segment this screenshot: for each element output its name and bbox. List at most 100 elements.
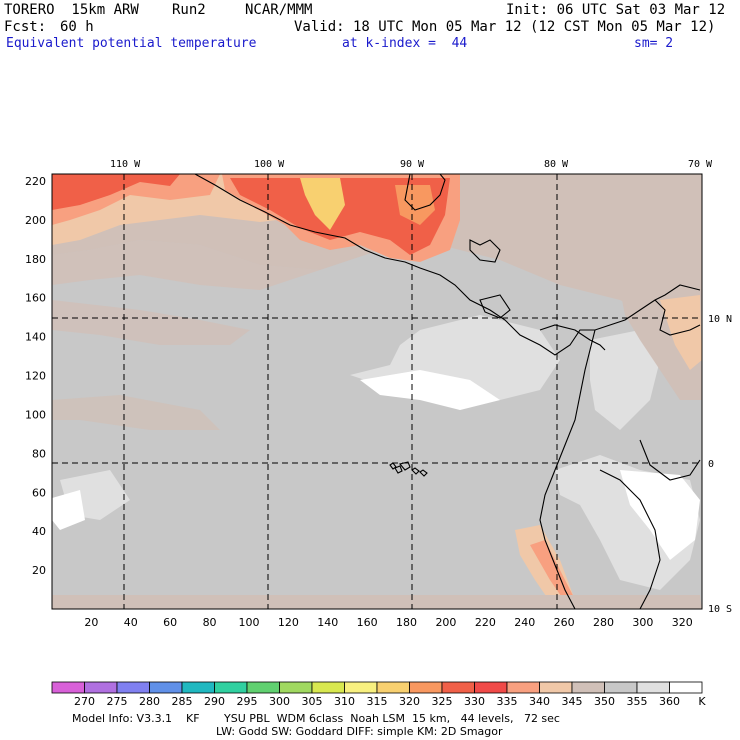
colorbar-swatch [149,681,183,694]
model-info: Model Info: V3.3.1 KF YSU PBL WDM 6class… [72,712,560,725]
physics-info: LW: Godd SW: Goddard DIFF: simple KM: 2D… [216,725,503,738]
colorbar-value: 325 [432,695,453,708]
lon-label: 70 W [688,159,713,170]
colorbar-swatch [51,681,85,694]
lat-label: 0 [708,459,714,470]
coast-central-america [194,174,701,356]
colorbar-swatch [279,681,313,694]
colorbar-value: 295 [237,695,258,708]
colorbar [51,681,703,694]
colorbar-swatch [84,681,118,694]
colorbar-value: 285 [172,695,193,708]
x-grid-ticks: 20 40 60 80 100 120 140 160 180 200 220 240 260 280 30… [84,616,692,629]
coastlines [194,174,701,609]
x-tick-label: 280 [593,616,614,629]
colorbar-value: 345 [562,695,583,708]
colorbar-swatch [571,681,605,694]
field-330 [52,174,180,210]
y-tick-label: 220 [25,175,46,188]
y-tick-label: 80 [32,447,46,460]
lon-label: 100 W [254,159,285,170]
colorbar-swatch [311,681,345,694]
colorbar-swatch [506,681,540,694]
y-tick-label: 100 [25,408,46,421]
y-tick-label: 160 [25,292,46,305]
colorbar-value: 305 [302,695,323,708]
colorbar-value: 350 [594,695,615,708]
x-tick-label: 120 [278,616,299,629]
level-label: at k-index = 44 [342,36,468,51]
y-tick-label: 200 [25,214,46,227]
colorbar-swatch [474,681,508,694]
colorbar-swatch [376,681,410,694]
colorbar-value: 280 [139,695,160,708]
colorbar-value: 335 [497,695,518,708]
valid-time: Valid: 18 UTC Mon 05 Mar 12 (12 CST Mon … [294,19,716,35]
x-tick-label: 260 [554,616,575,629]
theta-e-field [52,174,702,609]
coast-south-america [539,329,596,609]
map-frame [51,173,703,610]
lon-label: 80 W [544,159,569,170]
y-grid-ticks: 20 40 60 80 100 120 140 160 180 200 220 [25,175,46,577]
lat-label: 10 S [708,604,732,615]
colorbar-value: 360 [659,695,680,708]
x-tick-label: 100 [238,616,259,629]
colorbar-value: 355 [627,695,648,708]
colorbar-swatch [344,681,378,694]
colorbar-value: 275 [107,695,128,708]
colorbar-swatch [441,681,475,694]
colorbar-swatch [246,681,280,694]
x-tick-label: 80 [203,616,217,629]
x-tick-label: 300 [632,616,653,629]
colorbar-value: 320 [399,695,420,708]
y-tick-label: 20 [32,564,46,577]
latitude-labels: 10 N 0 10 S [708,314,732,615]
x-tick-label: 200 [435,616,456,629]
y-tick-label: 120 [25,370,46,383]
field-name: Equivalent potential temperature [6,36,257,51]
colorbar-swatch [669,681,703,694]
colorbar-swatch [214,681,248,694]
run-label: Run2 [172,2,206,18]
init-time: Init: 06 UTC Sat 03 Mar 12 [506,2,726,18]
x-tick-label: 20 [84,616,98,629]
x-tick-label: 60 [163,616,177,629]
colorbar-value: 310 [334,695,355,708]
colorbar-swatch [539,681,573,694]
x-tick-label: 320 [672,616,693,629]
forecast-label: Fcst: [4,19,47,35]
y-tick-label: 60 [32,486,46,499]
y-tick-label: 40 [32,525,46,538]
x-tick-label: 180 [396,616,417,629]
colorbar-value: 270 [74,695,95,708]
x-tick-label: 140 [317,616,338,629]
lon-label: 90 W [400,159,425,170]
x-tick-label: 160 [357,616,378,629]
x-tick-label: 240 [514,616,535,629]
longitude-labels: 110 W 100 W 90 W 80 W 70 W [110,159,713,170]
x-tick-label: 220 [475,616,496,629]
field-360 [360,370,500,410]
colorbar-swatch [181,681,215,694]
colorbar-value: 315 [367,695,388,708]
lon-label: 110 W [110,159,141,170]
forecast-hours: 60 h [60,19,94,35]
colorbar-value: 340 [529,695,550,708]
colorbar-swatch [116,681,150,694]
colorbar-swatch [604,681,638,694]
x-tick-label: 40 [124,616,138,629]
colorbar-value: 290 [204,695,225,708]
y-tick-label: 140 [25,331,46,344]
y-tick-label: 180 [25,253,46,266]
colorbar-swatch [636,681,670,694]
graticule [52,174,702,609]
colorbar-labels: 270 275 280 285 290 295 300 305 310 315 320 325 330 3… [74,695,680,708]
colorbar-unit: K [698,695,706,708]
smoothing-label: sm= 2 [634,36,674,51]
colorbar-value: 330 [464,695,485,708]
colorbar-swatch [409,681,443,694]
model-name: TORERO 15km ARW [4,2,139,18]
center-label: NCAR/MMM [245,2,313,18]
